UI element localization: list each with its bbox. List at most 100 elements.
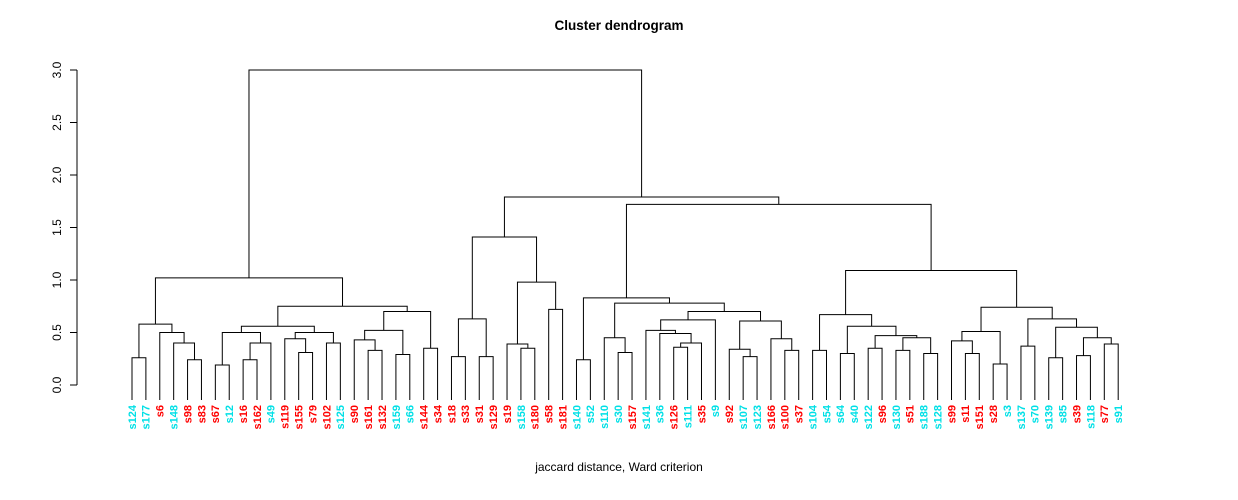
dendrogram-link: [784, 349, 800, 400]
leaf-label: s49: [266, 405, 278, 423]
dendrogram-link: [367, 349, 383, 400]
leaf-label: s51: [905, 405, 917, 423]
y-axis-tick-label: 0.5: [50, 324, 64, 341]
dendrogram-link: [1020, 345, 1036, 400]
dendrogram-link: [659, 333, 692, 400]
leaf-label: s34: [432, 404, 444, 423]
dendrogram-link: [812, 349, 827, 400]
leaf-label: s64: [835, 404, 847, 423]
dendrogram-link: [819, 314, 873, 351]
dendrogram-link: [980, 306, 1053, 332]
dendrogram-link: [277, 305, 408, 327]
dendrogram-link: [846, 325, 897, 354]
dendrogram-link: [242, 359, 258, 400]
dendrogram-link: [450, 356, 466, 400]
leaf-label: s98: [182, 405, 194, 423]
dendrogram-link: [383, 311, 432, 349]
leaf-label: s111: [682, 405, 694, 428]
leaf-label: s3: [1002, 405, 1014, 417]
leaf-label: s177: [141, 405, 153, 429]
leaf-label: s155: [294, 405, 306, 429]
dendrogram-link: [548, 308, 564, 400]
dendrogram-link: [325, 342, 341, 400]
dendrogram-link: [395, 354, 411, 400]
leaf-label: s19: [502, 405, 514, 423]
leaf-label: s58: [544, 405, 556, 423]
dendrogram-link: [503, 196, 780, 237]
dendrogram-link: [506, 343, 529, 400]
leaf-label: s102: [321, 405, 333, 429]
dendrogram-link: [961, 330, 1001, 364]
dendrogram-link: [839, 353, 855, 400]
dendrogram-link: [964, 353, 980, 400]
dendrogram-link: [680, 342, 702, 400]
leaf-label: s180: [530, 405, 542, 429]
leaf-label: s126: [669, 405, 681, 429]
dendrogram-link: [471, 236, 538, 319]
x-axis-caption: jaccard distance, Ward criterion: [535, 460, 703, 474]
dendrogram-link: [625, 203, 932, 298]
dendrogram-link: [742, 356, 758, 400]
dendrogram-link: [1048, 357, 1064, 400]
dendrogram-link: [1076, 355, 1091, 400]
leaf-label: s188: [919, 405, 931, 429]
leaf-label: s28: [988, 405, 1000, 423]
dendrogram-link: [154, 277, 344, 325]
dendrogram-link: [582, 297, 670, 360]
leaf-label: s123: [752, 405, 764, 429]
leaf-label: s67: [210, 405, 222, 423]
leaf-label: s128: [932, 405, 944, 429]
dendrogram-link: [673, 346, 689, 400]
dendrogram-link: [902, 337, 932, 354]
dendrogram-link: [478, 356, 494, 400]
leaf-label: s96: [877, 405, 889, 423]
dendrogram-link: [298, 351, 314, 400]
dendrogram-link: [603, 337, 626, 400]
y-axis-tick-label: 1.0: [50, 271, 64, 288]
dendrogram-link: [131, 357, 147, 400]
dendrogram-link: [516, 281, 557, 345]
leaf-label: s151: [974, 405, 986, 429]
leaf-label: s157: [627, 405, 639, 429]
leaf-label: s66: [405, 405, 417, 423]
leaf-label: s148: [169, 405, 181, 429]
y-axis-tick-label: 0.0: [50, 376, 64, 393]
leaf-label: s90: [349, 405, 361, 423]
leaf-label: s36: [655, 405, 667, 423]
dendrogram-link: [645, 329, 676, 400]
leaf-label: s12: [224, 405, 236, 423]
leaf-label: s166: [766, 405, 778, 429]
leaf-label: s129: [488, 405, 500, 429]
leaf-label: s118: [1085, 405, 1097, 429]
leaf-label: s124: [127, 404, 139, 429]
leaf-label: s52: [585, 405, 597, 423]
dendrogram-link: [248, 69, 643, 278]
leaf-label: s181: [557, 405, 569, 429]
leaf-label: s39: [1071, 405, 1083, 423]
leaf-label: s110: [599, 405, 611, 429]
leaf-label: s31: [474, 405, 486, 423]
leaf-label: s159: [391, 405, 403, 429]
leaf-label: s130: [891, 405, 903, 429]
dendrogram-link: [867, 347, 883, 400]
leaf-label: s70: [1030, 405, 1042, 423]
leaf-label: s37: [794, 405, 806, 423]
dendrogram-link: [214, 364, 230, 400]
dendrogram-link: [895, 349, 911, 400]
y-axis-tick-label: 2.0: [50, 166, 64, 183]
dendrogram-link: [294, 332, 334, 343]
leaf-label: s140: [571, 405, 583, 429]
leaf-label: s144: [419, 404, 431, 429]
dendrogram-link: [951, 340, 973, 400]
dendrogram-link: [1103, 343, 1119, 400]
leaf-label: s92: [724, 405, 736, 423]
leaf-label: s40: [849, 405, 861, 423]
dendrogram-link: [520, 347, 536, 400]
dendrogram-link: [845, 270, 1018, 315]
leaf-label: s54: [821, 404, 833, 423]
leaf-label: s119: [280, 405, 292, 429]
y-axis-tick-label: 2.5: [50, 114, 64, 131]
leaf-label: s100: [780, 405, 792, 429]
y-axis-tick-label: 3.0: [50, 61, 64, 78]
